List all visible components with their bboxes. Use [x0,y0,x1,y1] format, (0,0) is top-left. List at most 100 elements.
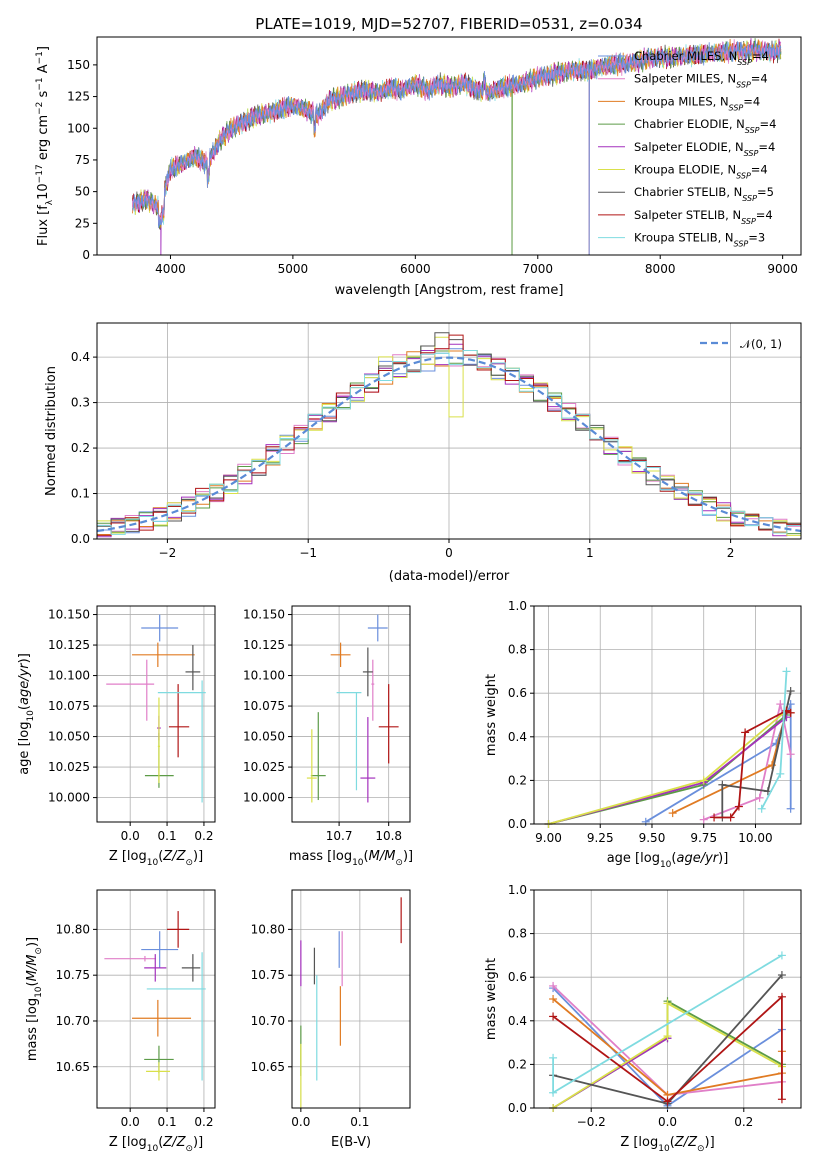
errorbar-salpeter-stelib [167,911,190,948]
errorbar-chabrier-stelib [185,645,201,691]
y-tick-label: 100 [67,121,90,135]
y-tick-label: 25 [75,216,90,230]
y-tick-label: 10.150 [243,608,285,622]
x-tick-label: 9.00 [535,831,562,845]
x-tick-label: 4000 [155,262,186,276]
x-tick-label: 1 [586,546,594,560]
x-tick-label: 9.50 [639,831,666,845]
y-tick-label: 10.075 [243,699,285,713]
x-tick-label: 2 [727,546,735,560]
errorbar-salpeter-elodie [144,954,167,982]
errorbar-salpeter-stelib [378,684,399,764]
x-tick-label: 10.7 [326,829,353,843]
x-tick-label: 0.2 [194,1115,213,1129]
y-tick-label: 10.80 [56,922,90,936]
y-tick-label: 0.8 [508,643,527,657]
y-tick-label: 10.70 [56,1014,90,1028]
errorbar-chabrier-miles [367,614,388,642]
y-tick-label: 0.6 [508,686,527,700]
y-tick-label: 1.0 [508,599,527,613]
x-tick-label: −1 [299,546,317,560]
errorbar-salpeter-miles [104,955,156,962]
x-tick-label: 10.00 [738,831,772,845]
y-tick-label: 10.000 [243,791,285,805]
y-tick-label: 10.025 [243,760,285,774]
y-tick-label: 1.0 [508,883,527,897]
legend-label-chabrier-miles: Chabrier MILES, NSSP=4 [634,49,769,67]
x-tick-label: 0.1 [158,1115,177,1129]
y-tick-label: 10.65 [251,1060,285,1074]
x-tick-label: 7000 [522,262,553,276]
histogram-kroupa-stelib [97,350,801,535]
y-tick-label: 75 [75,153,90,167]
errorbar-chabrier-miles [141,931,179,968]
age-vs-mass-panel: 10.7 10.8 10.000 10.025 10.050 10.075 10.100 10… [243,605,413,868]
axes-frame [533,889,802,1109]
x-axis-label: age [log10(age/yr)] [607,851,729,870]
x-tick-label: 5000 [278,262,309,276]
spectrum-panel: 4000 5000 6000 7000 8000 9000 0 25 50 75 100 125 150… [35,36,802,298]
y-axis-label: age [log10(age/yr)] [17,653,36,775]
y-tick-label: 10.100 [243,669,285,683]
errorbar-chabrier-stelib [362,647,373,697]
x-tick-label: 0.1 [158,829,177,843]
weight-lines [549,951,786,1112]
error-bars [106,614,206,803]
y-tick-label: 10.050 [48,730,90,744]
y-tick-label: 10.025 [48,760,90,774]
x-tick-label: 0.0 [121,1115,140,1129]
x-axis-label: mass [log10(M/M⊙)] [289,849,413,868]
x-tick-label: 8000 [645,262,676,276]
y-tick-label: 10.100 [48,669,90,683]
weight-vs-age-panel: 9.00 9.25 9.50 9.75 10.00 0.0 0.2 0.4 0.6 0.8 1.0 a… [484,599,802,870]
y-tick-label: 0.0 [508,817,527,831]
y-tick-label: 0.1 [71,487,90,501]
axes-frame [96,605,216,823]
weight-line [721,690,792,818]
histograms [97,332,801,538]
y-tick-label: 0.8 [508,927,527,941]
y-tick-label: 0.4 [508,730,527,744]
mass-vs-ebv-panel: 0.0 0.1 10.65 10.70 10.75 10.80 E(B-V) [251,889,411,1150]
y-tick-label: 150 [67,58,90,72]
x-tick-label: 0.0 [658,1115,677,1129]
errorbar-salpeter-stelib [168,684,190,758]
spectrum-chabrier-miles [132,40,782,255]
y-tick-label: 0.6 [508,970,527,984]
weight-series-kroupa-stelib [549,951,786,1097]
y-tick-label: 0.2 [71,441,90,455]
x-axis-label: Z [log10(Z/Z⊙)] [620,1135,714,1154]
y-tick-label: 0.0 [508,1101,527,1115]
x-tick-label: 0.0 [291,1115,310,1129]
legend-label-kroupa-elodie: Kroupa ELODIE, NSSP=4 [634,163,768,181]
y-tick-label: 0.4 [71,350,90,364]
y-tick-label: 0.4 [508,1014,527,1028]
y-tick-label: 10.75 [56,968,90,982]
axes-frame [96,36,802,256]
y-tick-label: 10.050 [243,730,285,744]
x-tick-label: −2 [159,546,177,560]
x-tick-label: 0 [445,546,453,560]
axes-frame [291,605,411,823]
errorbar-kroupa-stelib [146,952,206,1081]
figure-title: PLATE=1019, MJD=52707, FIBERID=0531, z=0… [255,15,642,33]
axes-frame [291,889,411,1109]
legend-label-gaussian: 𝒩(0, 1) [740,337,782,351]
weight-lines [544,667,795,828]
legend-label-kroupa-stelib: Kroupa STELIB, NSSP=3 [634,231,765,249]
errorbar-chabrier-elodie [310,712,326,801]
y-tick-label: 10.65 [56,1060,90,1074]
errorbar-kroupa-stelib [336,692,362,791]
y-axis-label: Flux [fλ10−17 erg cm−2 s−1 A−1] [35,46,55,246]
legend-label-salpeter-elodie: Salpeter ELODIE, NSSP=4 [634,140,775,158]
errorbar-salpeter-miles [371,659,375,721]
x-tick-label: 0.1 [350,1115,369,1129]
x-axis-label: Z [log10(Z/Z⊙)] [109,1135,203,1154]
error-bars [104,911,206,1081]
errorbar-kroupa-elodie [306,729,317,803]
weight-series-salpeter-miles [699,700,795,824]
y-tick-label: 10.075 [48,699,90,713]
y-tick-label: 10.125 [48,638,90,652]
spectrum-lines [132,38,782,255]
y-tick-label: 0 [82,248,90,262]
